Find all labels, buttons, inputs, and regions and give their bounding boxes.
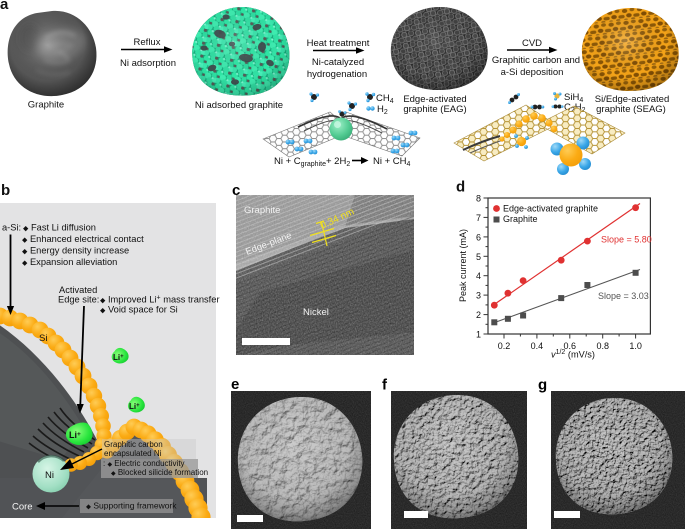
svg-text:◆ Expansion alleviation: ◆ Expansion alleviation (22, 257, 117, 267)
svg-text:◆ Improved Li+ mass transfer: ◆ Improved Li+ mass transfer (100, 295, 220, 305)
svg-text:0.2: 0.2 (498, 341, 511, 351)
svg-text:1: 1 (476, 330, 481, 340)
svg-text:H2: H2 (377, 104, 388, 116)
svg-text:e: e (231, 376, 239, 393)
svg-text:Graphite: Graphite (28, 100, 64, 111)
svg-text:◆ Energy density increase: ◆ Energy density increase (22, 246, 129, 256)
svg-text:Nickel: Nickel (303, 307, 329, 318)
svg-text:Graphite: Graphite (503, 214, 538, 224)
svg-text:Si/Edge-activated: Si/Edge-activated (595, 94, 669, 105)
svg-text:1.0: 1.0 (629, 341, 642, 351)
svg-text:Ni adsorbed graphite: Ni adsorbed graphite (195, 100, 283, 111)
svg-text:graphite (EAG): graphite (EAG) (403, 104, 466, 115)
svg-text:Li+: Li+ (113, 353, 124, 362)
svg-text:4: 4 (476, 271, 481, 281)
svg-text:a-Si deposition: a-Si deposition (501, 67, 564, 78)
svg-text:Slope = 5.80: Slope = 5.80 (601, 235, 652, 245)
svg-text:Heat treatment: Heat treatment (307, 38, 370, 49)
svg-text:3: 3 (476, 291, 481, 301)
svg-text:0.6: 0.6 (564, 341, 577, 351)
svg-text:◆ Enhanced electrical contact: ◆ Enhanced electrical contact (22, 234, 144, 244)
svg-text:hydrogenation: hydrogenation (307, 69, 367, 80)
svg-text:Slope = 3.03: Slope = 3.03 (598, 291, 649, 301)
svg-text:Ni adsorption: Ni adsorption (120, 58, 176, 69)
svg-text:b: b (1, 182, 10, 199)
svg-text:2: 2 (476, 310, 481, 320)
svg-text:Reflux: Reflux (134, 37, 161, 48)
svg-text:a-Si:: a-Si: (2, 223, 21, 233)
svg-text:: ◆ Electric conductivity: : ◆ Electric conductivity (103, 459, 185, 468)
svg-text:6: 6 (476, 232, 481, 242)
svg-text:CH4: CH4 (376, 93, 394, 105)
svg-text:d: d (456, 179, 465, 196)
svg-text:encapsulated Ni: encapsulated Ni (104, 449, 162, 458)
svg-text:5: 5 (476, 252, 481, 262)
svg-text:Graphitic carbon and: Graphitic carbon and (492, 55, 580, 66)
svg-text:Edge-activated: Edge-activated (403, 94, 466, 105)
svg-text:Li+: Li+ (69, 430, 81, 440)
svg-text:◆ Supporting framework: ◆ Supporting framework (86, 501, 177, 511)
svg-text:f: f (382, 377, 388, 394)
svg-text:◆ Void space for Si: ◆ Void space for Si (100, 305, 178, 315)
svg-text:0.8: 0.8 (596, 341, 609, 351)
svg-text:0.4: 0.4 (531, 341, 544, 351)
svg-text:Graphitic carbon: Graphitic carbon (104, 440, 163, 449)
svg-text:7: 7 (476, 213, 481, 223)
svg-text:Peak current (mA): Peak current (mA) (458, 229, 468, 302)
svg-text:Graphite: Graphite (244, 205, 280, 216)
svg-text:graphite (SEAG): graphite (SEAG) (596, 104, 666, 115)
svg-text:Edge site:: Edge site: (58, 295, 99, 305)
svg-text:Ni + Cgraphite+ 2H2: Ni + Cgraphite+ 2H2 (274, 156, 350, 168)
svg-text:Li+: Li+ (129, 402, 140, 411)
svg-text:◆ Blocked silicide formation: ◆ Blocked silicide formation (111, 468, 208, 477)
svg-text:CVD: CVD (522, 38, 542, 49)
svg-text:c: c (232, 182, 240, 199)
svg-text:Core: Core (12, 502, 33, 513)
svg-text:8: 8 (476, 194, 481, 204)
svg-text:Si: Si (39, 333, 47, 344)
svg-text:v1/2 (mV/s): v1/2 (mV/s) (551, 349, 595, 360)
svg-text:Ni + CH4: Ni + CH4 (373, 156, 411, 168)
svg-text:g: g (538, 377, 547, 394)
svg-text:Activated: Activated (59, 285, 97, 295)
svg-text:a: a (0, 0, 9, 13)
svg-text:Edge-activated graphite: Edge-activated graphite (503, 204, 598, 214)
svg-text:Ni: Ni (45, 470, 54, 481)
svg-text:SiH4: SiH4 (564, 92, 583, 104)
svg-text:◆ Fast Li diffusion: ◆ Fast Li diffusion (23, 223, 96, 233)
svg-text:Ni-catalyzed: Ni-catalyzed (312, 57, 364, 68)
